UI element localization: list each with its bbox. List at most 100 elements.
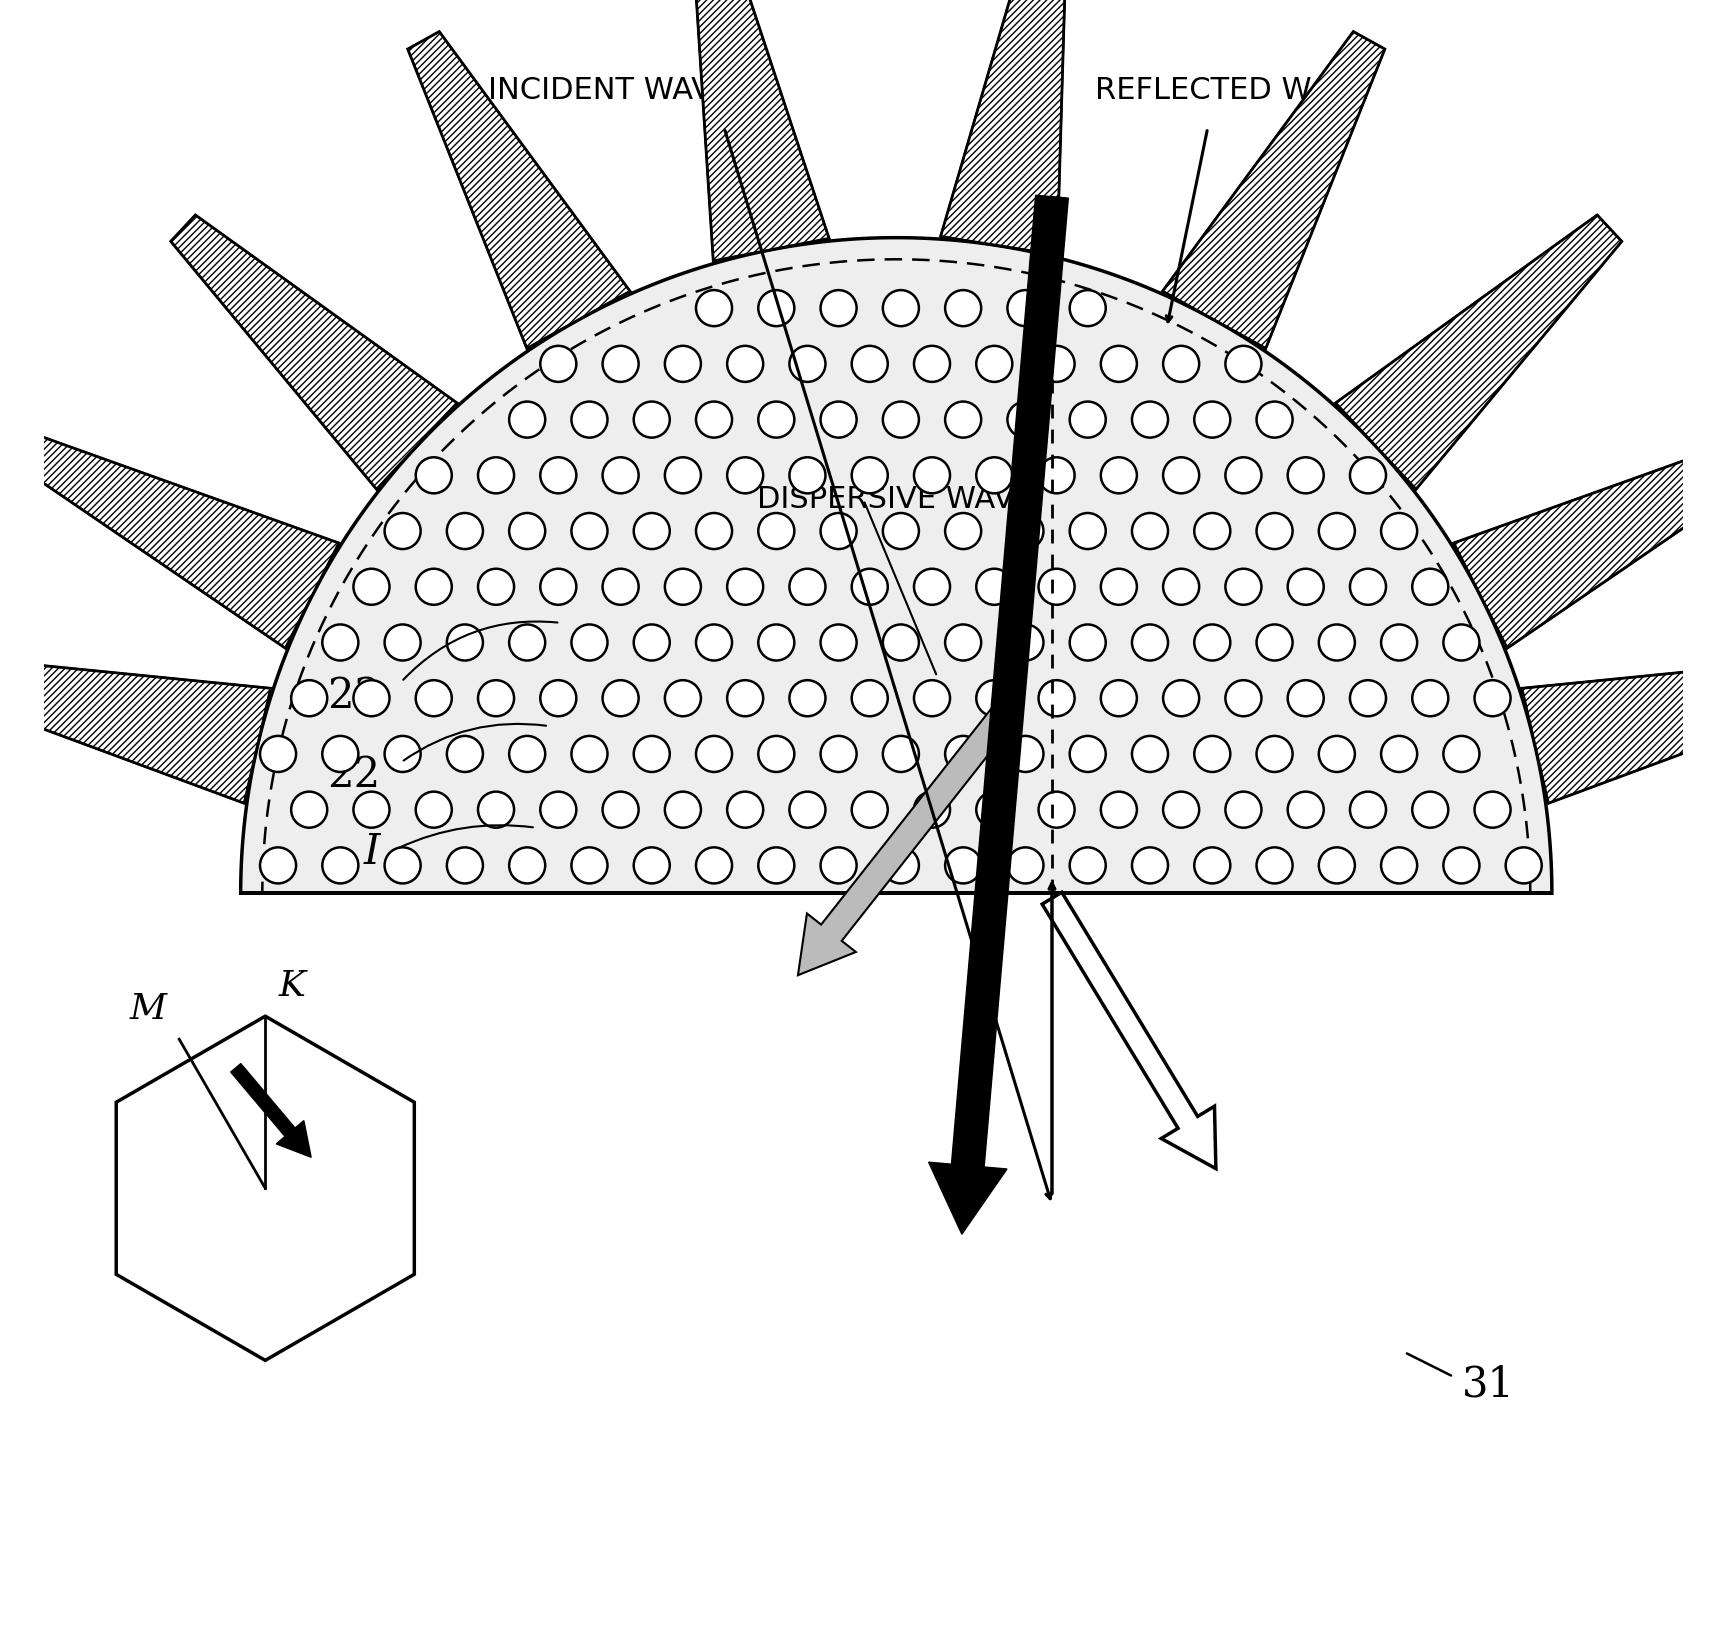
Circle shape — [1506, 847, 1542, 883]
Circle shape — [758, 736, 794, 772]
Circle shape — [1413, 569, 1449, 605]
Circle shape — [603, 680, 639, 716]
Circle shape — [1162, 680, 1199, 716]
Circle shape — [1007, 402, 1043, 438]
Circle shape — [1007, 624, 1043, 661]
Circle shape — [603, 569, 639, 605]
Circle shape — [509, 624, 546, 661]
Text: 31: 31 — [1461, 1364, 1515, 1406]
Circle shape — [1226, 569, 1261, 605]
Circle shape — [1007, 847, 1043, 883]
Circle shape — [1069, 847, 1105, 883]
Circle shape — [447, 513, 484, 549]
Circle shape — [541, 569, 577, 605]
Circle shape — [1007, 290, 1043, 326]
Circle shape — [1382, 736, 1418, 772]
Circle shape — [478, 680, 515, 716]
Text: K: K — [278, 969, 306, 1003]
Circle shape — [976, 569, 1012, 605]
Circle shape — [882, 736, 919, 772]
Circle shape — [1038, 457, 1074, 493]
Circle shape — [945, 847, 981, 883]
Circle shape — [1038, 346, 1074, 382]
Circle shape — [727, 457, 763, 493]
Circle shape — [1162, 569, 1199, 605]
Circle shape — [1131, 402, 1167, 438]
Circle shape — [509, 402, 546, 438]
Circle shape — [945, 513, 981, 549]
Circle shape — [789, 569, 826, 605]
Circle shape — [634, 736, 670, 772]
Polygon shape — [1454, 434, 1727, 647]
Circle shape — [696, 402, 732, 438]
Circle shape — [1319, 847, 1356, 883]
Circle shape — [727, 792, 763, 828]
Circle shape — [1100, 346, 1136, 382]
Circle shape — [727, 680, 763, 716]
Circle shape — [541, 346, 577, 382]
Circle shape — [1162, 457, 1199, 493]
Circle shape — [1226, 346, 1261, 382]
Circle shape — [882, 290, 919, 326]
Circle shape — [665, 457, 701, 493]
Circle shape — [727, 569, 763, 605]
Circle shape — [1257, 624, 1292, 661]
Polygon shape — [240, 238, 1553, 893]
Circle shape — [572, 513, 608, 549]
Circle shape — [696, 290, 732, 326]
Circle shape — [354, 569, 390, 605]
Circle shape — [1475, 792, 1511, 828]
Text: 23: 23 — [326, 675, 380, 718]
Circle shape — [696, 736, 732, 772]
Circle shape — [758, 847, 794, 883]
Circle shape — [1195, 624, 1230, 661]
Circle shape — [1444, 736, 1480, 772]
Circle shape — [292, 680, 326, 716]
Circle shape — [292, 792, 326, 828]
Circle shape — [789, 457, 826, 493]
Circle shape — [1131, 513, 1167, 549]
Circle shape — [1444, 847, 1480, 883]
Circle shape — [603, 792, 639, 828]
Circle shape — [1007, 513, 1043, 549]
Circle shape — [572, 847, 608, 883]
FancyArrow shape — [231, 1064, 311, 1157]
Circle shape — [1288, 680, 1323, 716]
Circle shape — [509, 736, 546, 772]
Circle shape — [1382, 847, 1418, 883]
Circle shape — [323, 736, 359, 772]
Circle shape — [665, 346, 701, 382]
Polygon shape — [408, 31, 630, 349]
Circle shape — [354, 680, 390, 716]
Circle shape — [1131, 847, 1167, 883]
Circle shape — [1319, 624, 1356, 661]
Polygon shape — [941, 0, 1067, 256]
Circle shape — [976, 457, 1012, 493]
Text: M: M — [130, 992, 166, 1026]
Circle shape — [1195, 847, 1230, 883]
Circle shape — [1475, 680, 1511, 716]
Circle shape — [1257, 736, 1292, 772]
Circle shape — [882, 624, 919, 661]
Circle shape — [665, 792, 701, 828]
Text: DISPERSIVE WAVE: DISPERSIVE WAVE — [756, 485, 1033, 515]
Circle shape — [851, 569, 888, 605]
Circle shape — [634, 513, 670, 549]
Circle shape — [914, 569, 950, 605]
Circle shape — [509, 513, 546, 549]
Circle shape — [1257, 402, 1292, 438]
Circle shape — [945, 736, 981, 772]
Text: $\Gamma$: $\Gamma$ — [254, 1221, 276, 1255]
Circle shape — [541, 457, 577, 493]
Circle shape — [1100, 680, 1136, 716]
Circle shape — [385, 513, 421, 549]
Circle shape — [882, 402, 919, 438]
Circle shape — [354, 792, 390, 828]
Circle shape — [789, 346, 826, 382]
Circle shape — [1413, 680, 1449, 716]
Circle shape — [447, 847, 484, 883]
Circle shape — [323, 847, 359, 883]
Circle shape — [1257, 513, 1292, 549]
Circle shape — [789, 792, 826, 828]
Circle shape — [1038, 680, 1074, 716]
